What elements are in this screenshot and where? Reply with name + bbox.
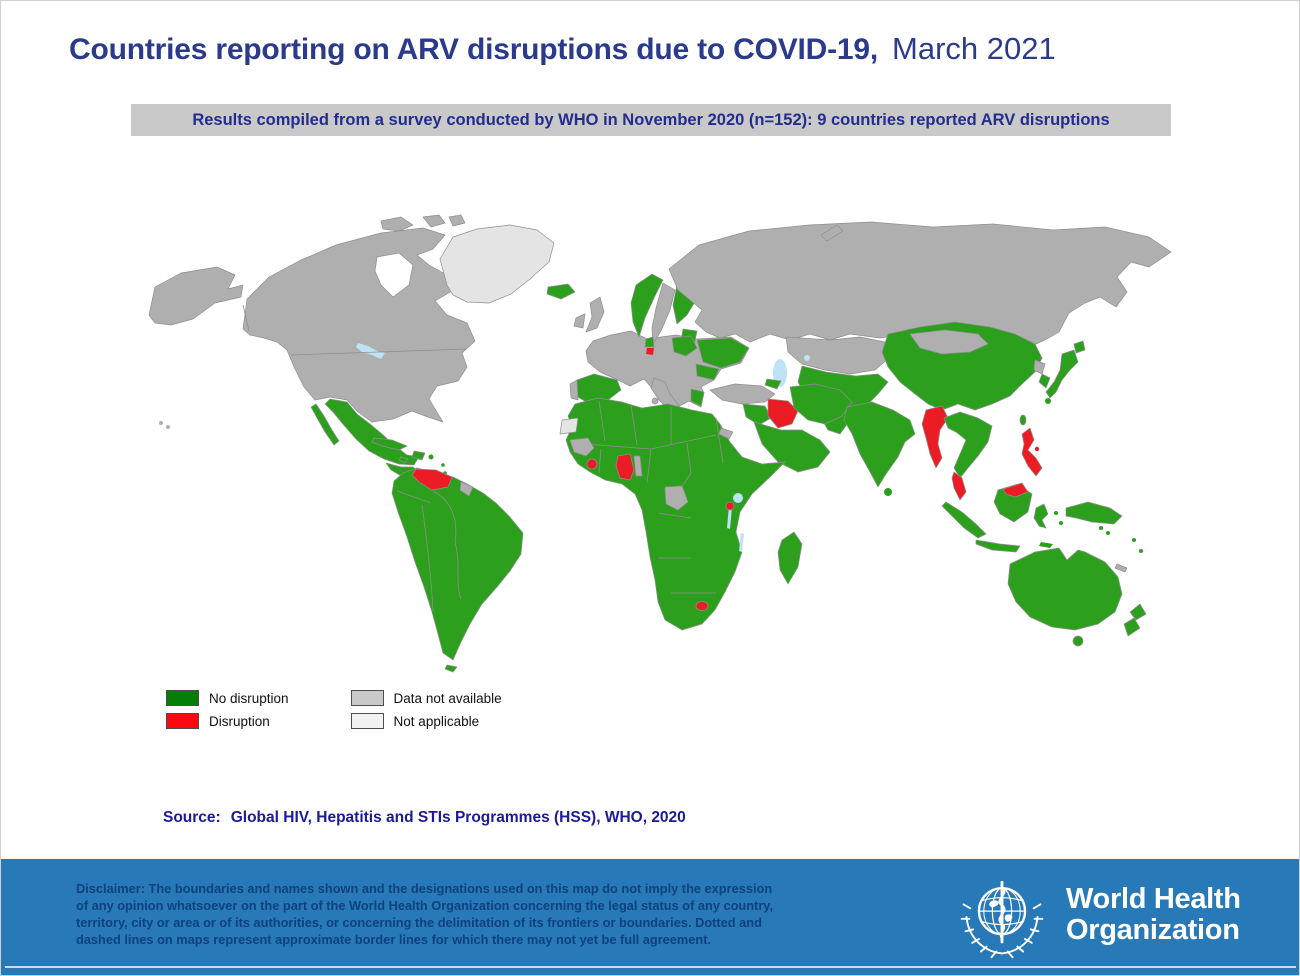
legend-swatch-not-applicable <box>350 713 384 729</box>
legend-swatch-no-disruption <box>166 690 199 706</box>
region-greenland <box>439 224 555 304</box>
who-logo: World Health Organization <box>954 867 1241 963</box>
legend-swatch-disruption <box>166 713 199 729</box>
region-africa <box>559 397 803 631</box>
who-wordmark-line1: World Health <box>1066 882 1241 915</box>
laurel-wreath-icon <box>960 903 1044 959</box>
legend-label-no-disruption: No disruption <box>209 690 289 706</box>
region-oceania <box>1007 501 1147 647</box>
footer-divider-line <box>5 966 1296 968</box>
world-map-svg <box>148 214 1172 673</box>
region-myanmar <box>921 405 949 469</box>
legend-item-not-applicable: Not applicable <box>350 713 502 729</box>
title-date: March 2021 <box>892 31 1056 66</box>
region-philippines <box>1021 427 1043 477</box>
source-line: Source: Global HIV, Hepatitis and STIs Pr… <box>163 809 686 827</box>
region-iceland <box>546 283 576 300</box>
results-banner-text: Results compiled from a survey conducted… <box>192 110 1110 129</box>
region-south-america <box>391 467 524 673</box>
region-europe <box>569 273 750 427</box>
region-new-zealand <box>1129 603 1147 621</box>
results-banner: Results compiled from a survey conducted… <box>131 104 1171 136</box>
legend-column-2: Data not available Not applicable <box>350 690 502 729</box>
region-lesotho <box>695 601 709 611</box>
region-middle-east <box>709 378 853 473</box>
region-venezuela <box>411 468 453 491</box>
legend-swatch-data-not-available <box>350 690 384 706</box>
legend-label-not-applicable: Not applicable <box>393 713 480 729</box>
world-map <box>131 173 1241 691</box>
legend-item-no-disruption: No disruption <box>166 690 289 706</box>
region-sierra-leone <box>586 458 598 470</box>
who-emblem-icon <box>960 880 1044 959</box>
legend-column-1: No disruption Disruption <box>166 690 289 729</box>
region-burundi <box>725 501 735 511</box>
region-north-america <box>148 214 476 429</box>
region-asia <box>843 321 1086 553</box>
region-iraq <box>767 398 799 429</box>
legend-label-disruption: Disruption <box>209 713 270 729</box>
source-label: Source: <box>163 809 221 826</box>
legend-item-data-not-available: Data not available <box>350 690 502 706</box>
page-title: Countries reporting on ARV disruptions d… <box>69 31 1056 67</box>
globe-land-icon <box>989 900 1013 922</box>
title-main: Countries reporting on ARV disruptions d… <box>69 33 879 66</box>
who-wordmark-line2: Organization <box>1066 914 1240 946</box>
region-malaysia-peninsula <box>951 471 967 501</box>
region-madagascar <box>777 531 803 585</box>
region-ghana <box>615 453 635 481</box>
region-australia <box>1007 547 1123 631</box>
legend-item-disruption: Disruption <box>166 713 289 729</box>
who-wordmark: World Health Organization <box>1066 882 1241 947</box>
region-malaysia-borneo <box>1002 482 1029 498</box>
disclaimer-text: Disclaimer: The boundaries and names sho… <box>76 881 774 947</box>
footer: Disclaimer: The boundaries and names sho… <box>1 859 1299 975</box>
source-text: Global HIV, Hepatitis and STIs Programme… <box>230 809 686 826</box>
snake-icon <box>998 887 1006 940</box>
legend-label-data-not-available: Data not available <box>393 690 502 706</box>
map-legend: No disruption Disruption Data not availa… <box>166 690 502 729</box>
